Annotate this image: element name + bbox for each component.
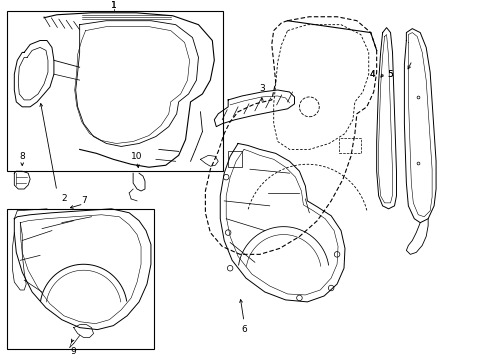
Text: 10: 10 [131,152,142,161]
Text: 6: 6 [241,325,246,334]
Text: 1: 1 [111,1,117,10]
Bar [18,74,28,80]
Bar [7,11,223,171]
Bar [18,86,28,92]
Text: 4: 4 [369,70,375,79]
Text: 5: 5 [387,70,393,79]
Text: 1: 1 [111,1,117,10]
Bar [7,209,154,350]
Bar [129,17,139,23]
Text: 5: 5 [387,70,393,79]
Text: 8: 8 [20,152,25,161]
Text: 4: 4 [369,70,375,79]
Bar [111,17,121,23]
Bar [147,17,157,23]
Text: 9: 9 [71,347,77,356]
Text: 7: 7 [81,197,86,206]
Bar [338,138,360,153]
Text: 3: 3 [259,84,264,93]
Bar [228,152,242,167]
Text: 2: 2 [61,194,66,203]
